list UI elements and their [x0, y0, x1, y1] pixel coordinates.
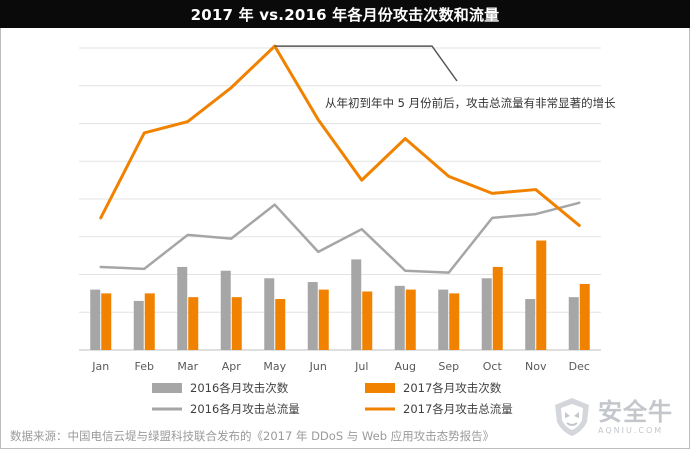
- bar-2017-nov: [536, 240, 547, 350]
- bar-2016-mar: [177, 266, 188, 350]
- legend-label-line-2016: 2016各月攻击总流量: [190, 402, 300, 416]
- x-tick-label-nov: Nov: [525, 360, 547, 373]
- source-note: 数据来源：中国电信云堤与绿盟科技联合发布的《2017 年 DDoS 与 Web …: [10, 429, 495, 443]
- bar-2016-aug: [394, 285, 405, 350]
- shield-logo-icon: [555, 398, 589, 436]
- x-tick-label-sep: Sep: [438, 360, 459, 373]
- legend-swatch-bar-2016: [152, 383, 182, 393]
- bar-2016-sep: [438, 289, 449, 350]
- bar-2017-aug: [405, 289, 416, 350]
- legend-swatch-bar-2017: [365, 383, 395, 393]
- bar-2017-may: [275, 299, 286, 350]
- watermark-text: 安全牛: [598, 397, 673, 426]
- x-tick-label-jul: Jul: [354, 360, 368, 373]
- x-tick-labels: Jan Feb Mar Apr May Jun Jul Aug Sep Oct Nov Dec: [91, 360, 590, 373]
- line-series-2016-traffic: [99, 201, 581, 274]
- legend-label-line-2017: 2017各月攻击总流量: [403, 402, 513, 416]
- bar-2016-apr: [220, 270, 231, 350]
- bar-2017-jan: [101, 293, 112, 350]
- bar-2016-nov: [525, 299, 536, 350]
- bar-2017-oct: [492, 266, 503, 350]
- gridlines: [79, 47, 601, 351]
- bar-layer: [90, 240, 590, 350]
- annotation-layer: 从年初到年中 5 月份前后，攻击总流量有非常显著的增长: [274, 45, 616, 110]
- legend: 2016各月攻击次数 2017各月攻击次数 2016各月攻击总流量 2017各月攻击总…: [152, 381, 513, 416]
- x-tick-label-aug: Aug: [395, 360, 416, 373]
- x-tick-label-mar: Mar: [177, 360, 198, 373]
- bar-2016-jul: [351, 259, 362, 350]
- line-layer: [99, 44, 581, 274]
- bar-2017-feb: [144, 293, 155, 350]
- chart-title: 2017 年 vs.2016 年各月份攻击次数和流量: [0, 0, 690, 28]
- x-tick-label-apr: Apr: [222, 360, 242, 373]
- watermark-subtext: AQNIU.COM: [598, 425, 664, 435]
- legend-label-bar-2017: 2017各月攻击次数: [403, 381, 502, 395]
- bar-2017-sep: [449, 293, 460, 350]
- bar-2016-may: [264, 278, 275, 350]
- annotation-text: 从年初到年中 5 月份前后，攻击总流量有非常显著的增长: [325, 96, 616, 110]
- bar-2017-apr: [231, 297, 242, 350]
- bar-2016-jan: [90, 289, 101, 350]
- watermark-logo: 安全牛 AQNIU.COM: [552, 394, 684, 440]
- bar-2017-jun: [318, 289, 329, 350]
- bar-2016-feb: [133, 300, 144, 350]
- x-tick-label-oct: Oct: [483, 360, 503, 373]
- x-tick-label-feb: Feb: [135, 360, 154, 373]
- x-tick-label-jun: Jun: [309, 360, 327, 373]
- annotation-callout-line: [274, 45, 458, 82]
- line-series-2017-traffic: [99, 44, 581, 227]
- bar-2017-mar: [188, 297, 199, 350]
- bar-2016-jun: [307, 282, 318, 350]
- x-tick-label-dec: Dec: [569, 360, 590, 373]
- bar-2017-jul: [362, 291, 373, 350]
- x-tick-label-jan: Jan: [91, 360, 109, 373]
- x-tick-label-may: May: [263, 360, 286, 373]
- bar-2016-oct: [481, 278, 492, 350]
- legend-label-bar-2016: 2016各月攻击次数: [190, 381, 289, 395]
- bar-2016-dec: [568, 297, 579, 350]
- bar-2017-dec: [579, 283, 590, 350]
